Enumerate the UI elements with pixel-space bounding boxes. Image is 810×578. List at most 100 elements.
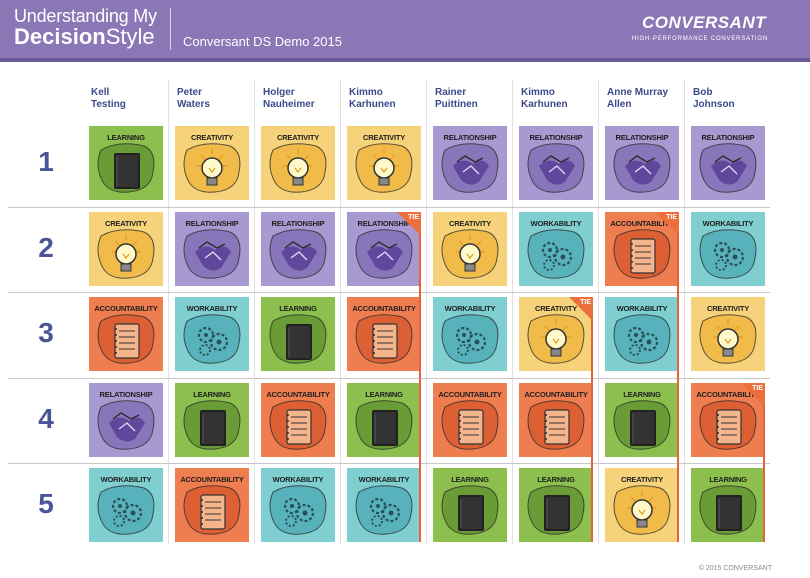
- gears-icon: [183, 314, 241, 364]
- column-divider: [340, 80, 341, 545]
- book-icon: [699, 485, 757, 535]
- gears-icon: [355, 485, 413, 535]
- style-card-learning: LEARNING: [605, 383, 679, 457]
- person-first-name: Peter: [177, 87, 203, 98]
- style-card-learning: LEARNING: [691, 468, 765, 542]
- person-last-name: Johnson: [693, 99, 735, 110]
- tie-badge: TIE: [752, 385, 763, 392]
- person-column-header: Kell Testing: [91, 87, 171, 111]
- notebook-icon: [613, 229, 671, 279]
- style-card-label: WORKABILITY: [272, 475, 324, 484]
- person-last-name: Puittinen: [435, 99, 478, 110]
- style-card-relationship: RELATIONSHIP: [519, 126, 593, 200]
- style-card-learning: LEARNING: [519, 468, 593, 542]
- lightbulb-icon: [183, 143, 241, 193]
- style-card-accountability: ACCOUNTABILITY: [89, 297, 163, 371]
- style-card-relationship: RELATIONSHIP: [433, 126, 507, 200]
- style-card-label: LEARNING: [451, 475, 489, 484]
- person-column-header: Holger Nauheimer: [263, 87, 343, 111]
- rank-label: 1: [38, 146, 54, 177]
- style-card-relationship: RELATIONSHIP: [89, 383, 163, 457]
- style-card-workability: WORKABILITY: [433, 297, 507, 371]
- notebook-icon: [355, 314, 413, 364]
- person-last-name: Nauheimer: [263, 99, 315, 110]
- style-card-learning: LEARNING: [261, 297, 335, 371]
- style-card-label: RELATIONSHIP: [529, 133, 583, 142]
- style-card-label: CREATIVITY: [276, 133, 320, 142]
- column-divider: [512, 80, 513, 545]
- column-divider: [598, 80, 599, 545]
- style-card-label: RELATIONSHIP: [185, 219, 239, 228]
- tie-marker-line: [677, 232, 679, 542]
- handshake-icon: [613, 143, 671, 193]
- header-bar: Understanding My DecisionStyle Conversan…: [0, 0, 810, 58]
- book-icon: [527, 485, 585, 535]
- tie-badge: TIE: [580, 299, 591, 306]
- style-card-workability: WORKABILITY: [261, 468, 335, 542]
- style-card-label: RELATIONSHIP: [701, 133, 755, 142]
- style-card-label: LEARNING: [623, 390, 661, 399]
- style-card-accountability: ACCOUNTABILITY: [519, 383, 593, 457]
- app-title-line1: Understanding My: [14, 6, 157, 26]
- handshake-icon: [441, 143, 499, 193]
- tie-badge: TIE: [408, 214, 419, 221]
- copyright: © 2015 CONVERSANT: [698, 565, 772, 572]
- style-card-workability: WORKABILITY: [89, 468, 163, 542]
- app-title-line2: DecisionStyle: [14, 24, 155, 50]
- gears-icon: [527, 229, 585, 279]
- lightbulb-icon: [269, 143, 327, 193]
- lightbulb-icon: [441, 229, 499, 279]
- app-title-rest: Style: [105, 24, 155, 49]
- row-divider: [8, 378, 770, 379]
- row-divider: [8, 207, 770, 208]
- style-card-label: ACCOUNTABILITY: [438, 390, 502, 399]
- style-card-creativity: CREATIVITY: [89, 212, 163, 286]
- style-card-learning: LEARNING: [347, 383, 421, 457]
- style-card-label: CREATIVITY: [620, 475, 664, 484]
- style-card-label: ACCOUNTABILITY: [180, 475, 244, 484]
- lightbulb-icon: [613, 485, 671, 535]
- tie-badge: TIE: [666, 214, 677, 221]
- person-first-name: Anne Murray: [607, 87, 669, 98]
- style-card-label: WORKABILITY: [616, 304, 668, 313]
- brand-logo: CONVERSANT: [641, 13, 766, 32]
- rank-label: 2: [38, 232, 54, 263]
- style-card-label: LEARNING: [279, 304, 317, 313]
- brand-tagline: HIGH-PERFORMANCE CONVERSATION: [631, 36, 768, 42]
- style-card-label: ACCOUNTABILITY: [94, 304, 158, 313]
- style-card-label: WORKABILITY: [444, 304, 496, 313]
- style-card-workability: WORKABILITY: [605, 297, 679, 371]
- notebook-icon: [441, 400, 499, 450]
- style-card-relationship: RELATIONSHIP: [691, 126, 765, 200]
- book-icon: [183, 400, 241, 450]
- style-card-relationship: RELATIONSHIP: [175, 212, 249, 286]
- style-card-workability: WORKABILITY: [519, 212, 593, 286]
- person-column-header: Anne Murray Allen: [607, 87, 687, 111]
- page-subtitle: Conversant DS Demo 2015: [183, 34, 342, 49]
- style-card-label: CREATIVITY: [190, 133, 234, 142]
- app-title-bold: Decision: [14, 24, 106, 49]
- handshake-icon: [97, 400, 155, 450]
- notebook-icon: [269, 400, 327, 450]
- style-card-label: ACCOUNTABILITY: [266, 390, 330, 399]
- style-card-label: CREATIVITY: [534, 304, 578, 313]
- person-first-name: Kimmo: [349, 87, 383, 98]
- tie-corner: [741, 383, 765, 407]
- gears-icon: [97, 485, 155, 535]
- style-card-label: ACCOUNTABILITY: [352, 304, 416, 313]
- style-card-workability: WORKABILITY: [347, 468, 421, 542]
- row-divider: [8, 463, 770, 464]
- book-icon: [97, 143, 155, 193]
- person-last-name: Testing: [91, 99, 126, 110]
- style-card-label: RELATIONSHIP: [615, 133, 669, 142]
- style-card-relationship: RELATIONSHIP: [261, 212, 335, 286]
- handshake-icon: [527, 143, 585, 193]
- style-card-label: ACCOUNTABILITY: [610, 219, 674, 228]
- style-card-label: CREATIVITY: [706, 304, 750, 313]
- style-card-learning: LEARNING: [433, 468, 507, 542]
- style-card-label: WORKABILITY: [186, 304, 238, 313]
- person-last-name: Allen: [607, 99, 632, 110]
- style-card-accountability: ACCOUNTABILITY: [261, 383, 335, 457]
- style-card-label: LEARNING: [709, 475, 747, 484]
- person-last-name: Karhunen: [521, 99, 568, 110]
